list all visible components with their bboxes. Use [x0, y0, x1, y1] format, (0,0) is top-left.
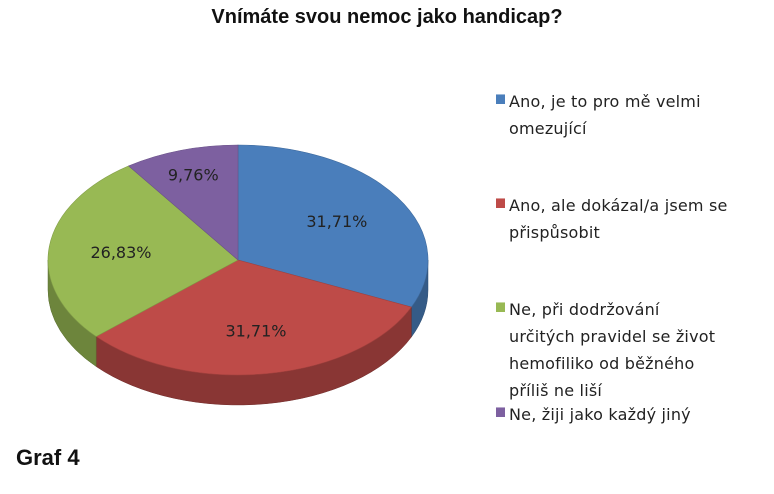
legend-item-4: Ne, žiji jako každý jiný — [496, 401, 766, 428]
legend-swatch-3 — [496, 302, 505, 312]
pie-label-3: 26,83% — [90, 243, 151, 262]
pie-data-labels: 31,71% 31,71% 26,83% 9,76% — [90, 165, 367, 340]
pie-label-4: 9,76% — [168, 165, 219, 184]
pie-slice-4 — [128, 144, 239, 261]
legend-item-3: Ne, při dodržování určitých pravidel se … — [496, 296, 766, 404]
chart-title: Vnímáte svou nemoc jako handicap? — [211, 6, 563, 28]
pie-slices — [47, 144, 429, 376]
legend-label-2: Ano, ale dokázal/a jsem se přispůsobit — [509, 196, 728, 242]
pie-label-2: 31,71% — [225, 321, 286, 340]
legend-label-3: Ne, při dodržování určitých pravidel se … — [509, 300, 716, 400]
legend-item-2: Ano, ale dokázal/a jsem se přispůsobit — [496, 192, 766, 246]
legend-swatch-1 — [496, 94, 505, 104]
legend-swatch-2 — [496, 198, 505, 208]
pie-slice-3 — [47, 165, 239, 337]
pie-slice-2 — [95, 259, 412, 376]
legend-label-4: Ne, žiji jako každý jiný — [509, 405, 691, 424]
legend-label-1: Ano, je to pro mě velmi omezující — [509, 92, 701, 138]
legend-swatch-4 — [496, 407, 505, 417]
pie-label-1: 31,71% — [306, 212, 367, 231]
legend-item-1: Ano, je to pro mě velmi omezující — [496, 88, 766, 142]
pie-slice-1 — [237, 144, 429, 308]
figure-caption: Graf 4 — [16, 445, 80, 470]
